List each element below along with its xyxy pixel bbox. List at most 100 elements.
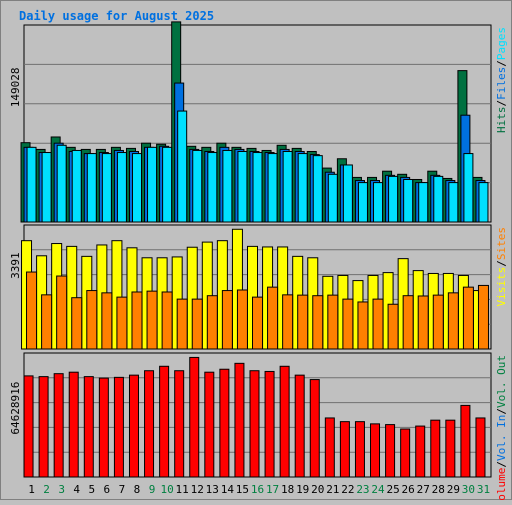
legend-entry: /	[495, 260, 508, 267]
bar-pages-day-11	[177, 110, 188, 223]
bar-volume-day-14	[219, 368, 230, 478]
bar-sites-day-23	[357, 301, 369, 350]
bar-volume-day-12	[189, 356, 200, 478]
x-axis-day-labels: 1 2 3 4 5 6 7 8 9 10 11 12 13 14 15 16 17 18 19 20 21 22 23 24 2…	[28, 483, 490, 496]
bar-volume-day-8	[128, 374, 139, 478]
bar-sites-day-31	[477, 284, 489, 350]
max-value-label: 3391	[9, 252, 22, 279]
legend-entry: Vol. Out	[495, 355, 508, 408]
legend-entry: Files	[495, 67, 508, 100]
day-label-2: 2	[43, 483, 50, 496]
bar-volume-day-3	[53, 373, 64, 478]
bar-pages-day-1	[26, 146, 37, 223]
bar-volume-day-4	[68, 371, 79, 478]
bar-pages-day-22	[342, 164, 353, 223]
bar-sites-day-18	[282, 294, 294, 350]
bar-sites-day-1	[26, 271, 38, 350]
bar-volume-day-18	[279, 365, 290, 478]
bar-sites-day-20	[312, 295, 324, 350]
day-label-23: 23	[356, 483, 369, 496]
bar-sites-day-30	[462, 286, 474, 350]
bar-sites-day-24	[372, 298, 384, 350]
legend-entry: Visits	[495, 267, 508, 307]
bar-volume-day-23	[354, 421, 365, 478]
bar-pages-day-24	[373, 182, 384, 223]
legend-entry: /	[495, 461, 508, 468]
bar-volume-day-13	[204, 371, 215, 478]
bar-pages-day-23	[357, 182, 368, 223]
bar-volume-day-20	[309, 379, 320, 478]
bar-volume-day-26	[400, 428, 411, 478]
legend-entry: /	[495, 60, 508, 67]
bar-pages-day-29	[448, 182, 459, 223]
legend-volume: Volume/Vol. In/Vol. Out	[495, 355, 508, 500]
bar-pages-day-12	[192, 149, 203, 223]
day-label-10: 10	[160, 483, 173, 496]
day-label-9: 9	[149, 483, 156, 496]
day-label-29: 29	[447, 483, 460, 496]
bar-sites-day-2	[41, 294, 53, 350]
day-label-17: 17	[266, 483, 279, 496]
bar-sites-day-19	[297, 294, 309, 350]
legend-visits-sites: Visits/Sites	[495, 227, 508, 307]
bar-sites-day-16	[252, 296, 263, 350]
day-label-21: 21	[326, 483, 339, 496]
bar-volume-day-7	[113, 376, 124, 478]
day-label-7: 7	[119, 483, 126, 496]
bar-pages-day-21	[327, 173, 338, 223]
bar-pages-day-17	[267, 153, 278, 223]
day-label-25: 25	[386, 483, 399, 496]
day-label-28: 28	[432, 483, 445, 496]
day-label-26: 26	[402, 483, 415, 496]
legend-entry: /	[495, 100, 508, 107]
day-label-1: 1	[28, 483, 35, 496]
bar-sites-day-3	[56, 275, 68, 350]
bar-pages-day-8	[131, 153, 142, 223]
bar-pages-day-27	[418, 182, 429, 223]
chart-panels: 149028Hits/Files/Pages3391Visits/Sites64…	[9, 21, 508, 505]
bar-sites-day-5	[86, 290, 98, 350]
bar-sites-day-26	[402, 295, 414, 350]
bar-pages-day-30	[463, 153, 474, 223]
day-label-13: 13	[206, 483, 219, 496]
bar-sites-day-17	[267, 286, 279, 350]
bar-pages-day-2	[41, 152, 52, 223]
bar-sites-day-27	[417, 295, 429, 350]
bar-sites-day-10	[161, 291, 173, 350]
bar-sites-day-11	[176, 298, 188, 350]
bar-sites-day-8	[131, 291, 143, 350]
bar-sites-day-22	[342, 298, 354, 350]
bar-pages-day-10	[162, 146, 173, 223]
day-label-4: 4	[73, 483, 80, 496]
bar-pages-day-20	[312, 155, 323, 223]
bar-sites-day-6	[101, 292, 113, 350]
bar-volume-day-16	[249, 370, 260, 478]
bar-volume-day-11	[174, 370, 185, 478]
bar-pages-day-7	[116, 152, 127, 223]
day-label-27: 27	[417, 483, 430, 496]
bar-volume-day-15	[234, 362, 245, 478]
bar-pages-day-19	[297, 153, 308, 223]
bar-sites-day-9	[146, 290, 158, 350]
bar-pages-day-31	[478, 182, 489, 223]
bar-sites-day-29	[447, 292, 459, 350]
bar-pages-day-28	[433, 175, 444, 223]
bar-pages-day-15	[237, 150, 248, 223]
bar-volume-day-6	[98, 377, 109, 478]
bar-volume-day-9	[144, 370, 155, 478]
bar-sites-day-14	[221, 290, 233, 350]
bar-volume-day-30	[460, 404, 471, 478]
bar-volume-day-29	[445, 419, 456, 478]
bar-volume-day-28	[430, 419, 441, 478]
day-label-14: 14	[221, 483, 235, 496]
max-value-label: 149028	[9, 67, 22, 107]
legend-entry: Volume	[495, 468, 508, 500]
day-label-24: 24	[371, 483, 385, 496]
panel-visits-sites: 3391 Visits/Sites	[9, 224, 508, 350]
bar-volume-day-25	[385, 424, 396, 478]
day-label-20: 20	[311, 483, 324, 496]
